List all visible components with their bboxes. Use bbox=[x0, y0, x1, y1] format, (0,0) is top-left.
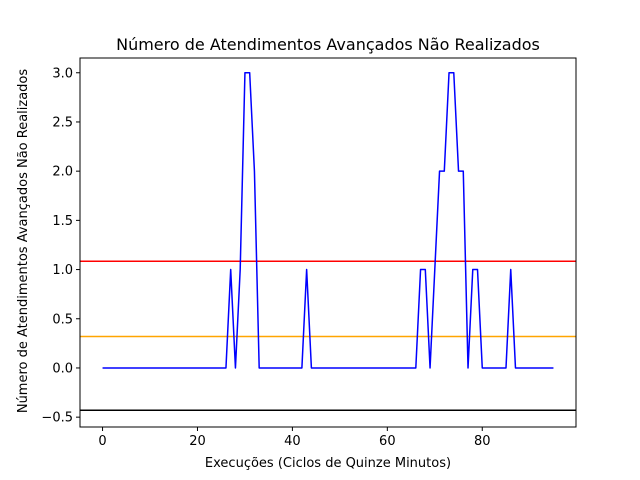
x-axis-label: Execuções (Ciclos de Quinze Minutos) bbox=[205, 456, 451, 471]
y-tick-label: 1.0 bbox=[52, 263, 73, 278]
y-tick-label: −0.5 bbox=[41, 411, 73, 426]
y-tick-label: 3.0 bbox=[52, 66, 73, 81]
y-tick-label: 0.5 bbox=[52, 312, 73, 327]
axes-frame bbox=[79, 57, 577, 428]
x-tick-label: 80 bbox=[474, 434, 491, 449]
y-tick-label: 2.5 bbox=[52, 115, 73, 130]
x-tick-label: 60 bbox=[379, 434, 396, 449]
chart-title: Número de Atendimentos Avançados Não Rea… bbox=[116, 35, 540, 54]
series-line-1 bbox=[102, 72, 554, 369]
x-tick-label: 40 bbox=[284, 434, 301, 449]
plot-area: 0 20 40 60 80 −0.5 0.0 0.5 1.0 1.5 2.0 2.5 3.0 bbox=[41, 57, 577, 449]
x-tick-label: 0 bbox=[98, 434, 106, 449]
y-axis-label: Número de Atendimentos Avançados Não Rea… bbox=[16, 69, 31, 414]
y-tick-label: 0.0 bbox=[52, 361, 73, 376]
y-tick-label: 1.5 bbox=[52, 214, 73, 229]
x-tick-label: 20 bbox=[189, 434, 206, 449]
y-tick-label: 2.0 bbox=[52, 165, 73, 180]
